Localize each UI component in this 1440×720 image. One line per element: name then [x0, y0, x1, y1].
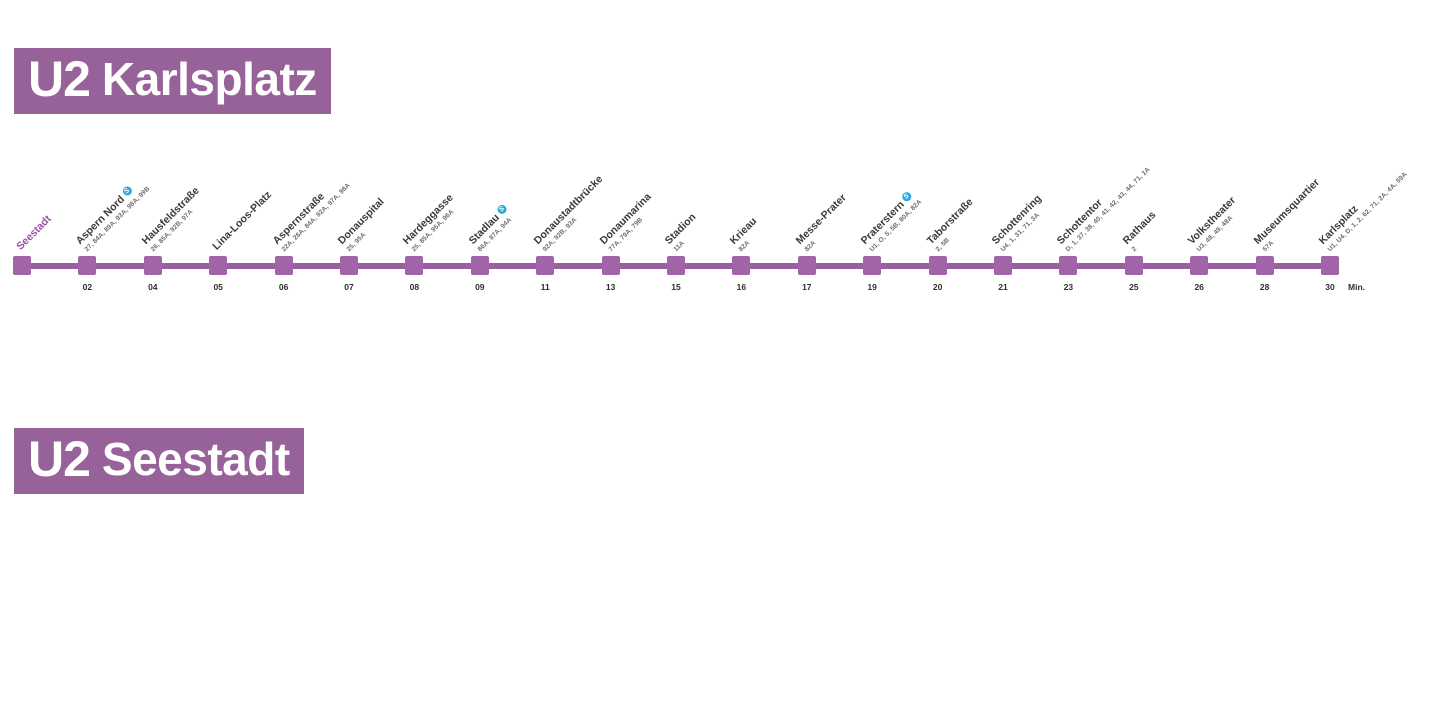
station-travel-minutes: 02 — [82, 282, 93, 292]
station-marker[interactable] — [340, 256, 358, 275]
station-travel-minutes: 26 — [1194, 282, 1204, 292]
station-label: Hardeggasse 25, 85A, 95A, 96A — [399, 190, 463, 254]
line-header-karlsplatz: U2 Karlsplatz — [14, 48, 331, 114]
sbahn-icon: S — [121, 185, 135, 199]
station-label: Seestadt — [12, 211, 55, 254]
station-label: Schottenring U4, 1, 31, 71, 3A — [988, 191, 1051, 254]
station-travel-minutes: 15 — [671, 282, 681, 292]
station-marker[interactable] — [1059, 256, 1078, 275]
station-label: Volkstheater U3, 48, 49, 48A — [1184, 193, 1245, 254]
station-connections: U1, U4, D, 1, 2, 62, 71, 2A, 4A, 59A — [1326, 171, 1409, 254]
station-travel-minutes: 28 — [1259, 282, 1270, 292]
station-marker[interactable] — [863, 256, 882, 275]
station-travel-minutes: 09 — [475, 282, 485, 292]
station-travel-minutes: 11 — [540, 282, 550, 292]
station-marker[interactable] — [994, 256, 1012, 275]
line-number-badge: U2 — [28, 431, 91, 487]
station-travel-minutes: 05 — [213, 282, 223, 292]
station-travel-minutes: 23 — [1063, 282, 1074, 292]
station-marker[interactable] — [1321, 256, 1339, 275]
station-label: Messe-Prater 82A — [791, 190, 855, 254]
station-marker[interactable] — [1190, 256, 1209, 275]
station-name: Hausfeldstraße — [139, 185, 202, 248]
station-marker[interactable] — [1124, 256, 1143, 275]
station-marker[interactable] — [13, 256, 31, 275]
station-marker[interactable] — [274, 256, 293, 275]
line-destination-label: Seestadt — [101, 433, 290, 485]
station-marker[interactable] — [601, 256, 620, 275]
line-destination-label: Karlsplatz — [101, 53, 317, 105]
station-marker[interactable] — [667, 256, 685, 275]
station-travel-minutes: 20 — [932, 282, 943, 292]
station-travel-minutes: 21 — [998, 282, 1008, 292]
station-travel-minutes: 06 — [278, 282, 289, 292]
station-travel-minutes: 16 — [736, 282, 747, 292]
station-travel-minutes: 19 — [867, 282, 877, 292]
station-marker[interactable] — [732, 256, 751, 275]
sbahn-icon: S — [495, 203, 509, 217]
station-label: StadlauS 86A, 87A, 94A — [464, 201, 517, 254]
station-label: Museumsquartier 57A — [1249, 175, 1328, 254]
station-travel-minutes: 07 — [344, 282, 354, 292]
station-travel-minutes: 08 — [409, 282, 420, 292]
station-label: PratersternS U1, O, 5, 5B, 80A, 82A — [857, 187, 924, 254]
station-name: Lina-Loos-Platz — [210, 188, 275, 253]
station-travel-minutes: 30 — [1325, 282, 1335, 292]
station-label: Donauspital 25, 95A — [334, 194, 394, 254]
station-label: Taborstraße 2, 5B — [922, 194, 982, 254]
station-marker[interactable] — [1255, 256, 1274, 275]
line-number-badge: U2 — [28, 51, 91, 107]
station-marker[interactable] — [470, 256, 489, 275]
station-travel-minutes: 13 — [605, 282, 616, 292]
station-travel-minutes: 04 — [148, 282, 158, 292]
station-marker[interactable] — [536, 256, 555, 275]
station-label: Donaumarina 77A, 79A, 79B — [595, 189, 660, 254]
station-label: Aspern NordS 27, 84A, 89A, 93A, 98A, 99B — [72, 174, 152, 254]
station-label: Lina-Loos-Platz — [208, 187, 275, 254]
station-marker[interactable] — [797, 256, 816, 275]
station-marker[interactable] — [928, 256, 947, 275]
station-label: Stadion 11A — [661, 209, 706, 254]
station-marker[interactable] — [405, 256, 424, 275]
station-name: Museumsquartier — [1251, 176, 1322, 248]
minutes-unit-label: Min. — [1348, 282, 1365, 292]
station-travel-minutes: 17 — [802, 282, 812, 292]
station-label: Rathaus 2 — [1118, 207, 1165, 254]
sbahn-icon: S — [900, 190, 914, 204]
station-marker[interactable] — [78, 256, 97, 275]
station-marker[interactable] — [209, 256, 228, 275]
station-label: Karlsplatz U1, U4, D, 1, 2, 62, 71, 2A, 4… — [1315, 159, 1410, 254]
station-name: Seestadt — [14, 213, 54, 253]
station-marker[interactable] — [143, 256, 162, 275]
station-label: Krieau 82A — [726, 213, 767, 254]
station-travel-minutes: 25 — [1129, 282, 1139, 292]
line-header-seestadt: U2 Seestadt — [14, 428, 304, 494]
